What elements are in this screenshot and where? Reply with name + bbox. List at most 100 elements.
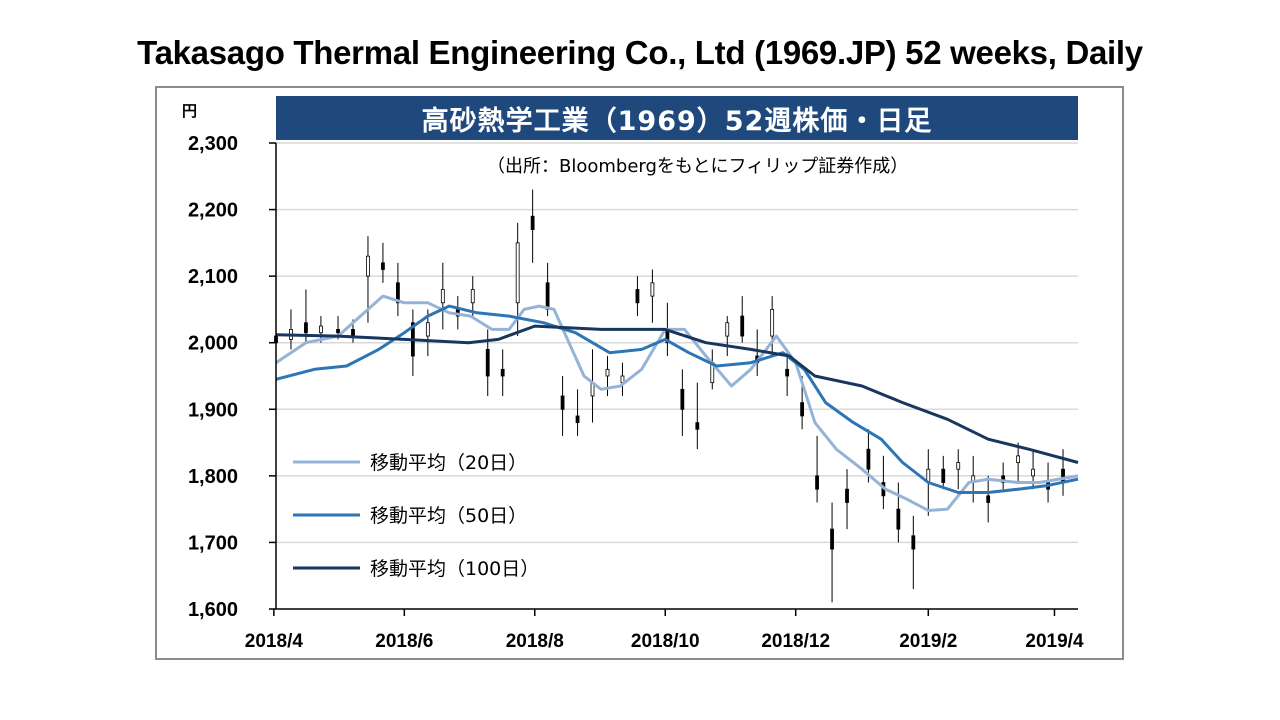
candle-body (695, 422, 700, 430)
candle-body (605, 368, 610, 377)
candle (710, 349, 715, 390)
ma-line-2 (275, 304, 1079, 494)
candle (680, 369, 685, 436)
candle-body (635, 289, 640, 304)
candle-body (366, 255, 370, 277)
candle-body (560, 395, 565, 410)
candle (830, 502, 834, 603)
y-tick-label: 2,100 (188, 266, 238, 288)
candle-body (740, 315, 745, 337)
candle (381, 242, 385, 283)
candle (815, 435, 819, 503)
candle (956, 449, 961, 490)
y-tick-label: 2,200 (188, 200, 238, 222)
candle (530, 189, 535, 263)
candle (725, 316, 730, 357)
x-tick-label: 2018/10 (631, 631, 700, 652)
candle (575, 389, 580, 436)
legend-label: 移動平均（50日） (370, 505, 527, 527)
candle-body (785, 368, 790, 377)
y-tick-label: 1,700 (188, 532, 238, 554)
candle-body (911, 535, 916, 550)
source-note: （出所：Bloombergをもとにフィリップ証券作成） (487, 156, 909, 177)
candle-body (351, 328, 355, 337)
candle (941, 455, 946, 490)
candle-body (725, 322, 730, 337)
legend-label: 移動平均（20日） (370, 452, 527, 474)
candle (770, 296, 775, 357)
chart-title-banner: 高砂熱学工業（1969）52週株価・日足 (276, 96, 1078, 140)
candle-body (470, 289, 475, 304)
ma-line-3 (275, 324, 1079, 464)
candle-body (866, 448, 871, 470)
candle (1061, 449, 1065, 496)
candle-body (530, 215, 535, 230)
x-tick-label: 2018/8 (506, 631, 564, 652)
axes: 1,600 1,700 1,800 1,900 2,000 2,100 2,200 2,300… (188, 133, 1084, 652)
x-tick-label: 2018/4 (245, 631, 304, 652)
candle-body (680, 388, 685, 410)
candle-body (381, 262, 385, 270)
candle (605, 356, 610, 396)
candlesticks (274, 189, 1065, 603)
ma-line-1 (275, 294, 1079, 512)
candle-body (1061, 468, 1065, 483)
legend: 移動平均（20日） 移動平均（50日） 移動平均（100日） (293, 452, 539, 580)
page-title: Takasago Thermal Engineering Co., Ltd (1… (137, 34, 1143, 71)
candle-body (575, 415, 580, 424)
legend-item: 移動平均（20日） (293, 452, 527, 474)
x-tick-label: 2019/4 (1025, 631, 1084, 652)
candle-body (830, 528, 834, 550)
candle (440, 262, 445, 330)
y-tick-label: 2,000 (188, 333, 238, 355)
y-tick-label: 1,600 (188, 599, 238, 621)
candle-body (650, 282, 655, 297)
candle-body (440, 289, 445, 304)
x-tick-label: 2018/12 (761, 631, 830, 652)
y-tick-label: 1,800 (188, 466, 238, 488)
candle-body (485, 348, 490, 377)
candle (971, 455, 976, 503)
candle (845, 469, 849, 530)
candle-body (941, 468, 946, 483)
gridlines (276, 142, 1078, 544)
candle (986, 475, 991, 523)
legend-item: 移動平均（50日） (293, 505, 527, 527)
candle (1001, 462, 1006, 490)
y-tick-label: 1,900 (188, 399, 238, 421)
moving-average-lines (275, 294, 1079, 512)
candle (635, 276, 640, 317)
candle-body (986, 495, 991, 503)
candle-body (956, 462, 961, 470)
candle (304, 289, 308, 343)
x-tick-label: 2018/6 (375, 631, 433, 652)
candle-body (545, 282, 550, 310)
y-axis-unit-label: 円 (182, 102, 198, 120)
candle (650, 269, 655, 323)
candle (470, 276, 475, 317)
candle-body (336, 328, 340, 334)
candle (695, 382, 700, 450)
candle-body (770, 309, 775, 337)
candle-body (815, 475, 819, 490)
candle-body (396, 282, 400, 304)
candle-body (845, 488, 849, 503)
candle (410, 309, 415, 376)
candle (560, 376, 565, 436)
candle (620, 362, 625, 396)
candle-body (425, 322, 430, 337)
candle (881, 455, 886, 510)
chart-frame (155, 86, 1124, 660)
candle-body (319, 325, 323, 334)
x-tick-label: 2019/2 (899, 631, 957, 652)
candle-body (1016, 455, 1021, 463)
candle (1016, 442, 1021, 483)
legend-label: 移動平均（100日） (370, 558, 539, 580)
candle (911, 515, 916, 590)
candle-body (1031, 468, 1035, 477)
candle-body (515, 242, 520, 304)
candle-body (800, 402, 805, 417)
candle-body (304, 322, 308, 334)
candle (740, 296, 745, 343)
